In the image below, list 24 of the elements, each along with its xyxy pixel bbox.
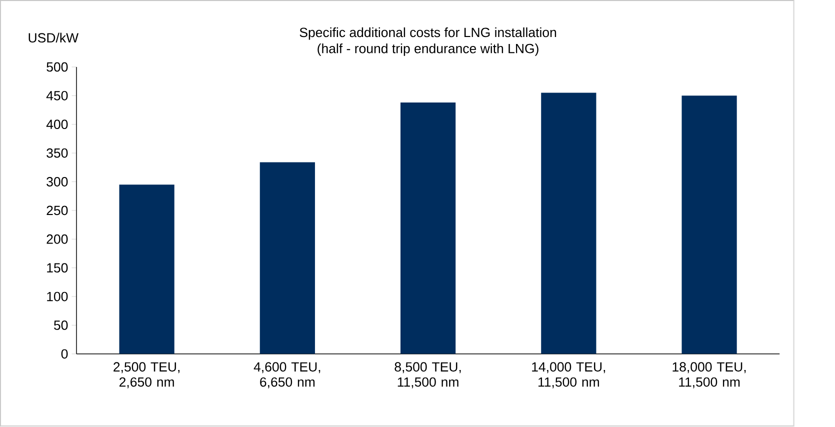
y-axis-title: USD/kW bbox=[28, 33, 79, 43]
chart-subtitle: (half - round trip endurance with LNG) bbox=[318, 44, 538, 56]
y-tick-label: 50 bbox=[54, 320, 68, 330]
y-tick-label: 150 bbox=[47, 263, 68, 273]
y-tick-label: 0 bbox=[61, 349, 68, 359]
y-tick-label: 500 bbox=[46, 62, 68, 72]
x-tick-label: 8,500 TEU, 11,500 nm bbox=[394, 362, 461, 388]
x-tick-label: 18,000 TEU, 11,500 nm bbox=[672, 362, 746, 388]
bar bbox=[541, 93, 596, 354]
y-tick-label: 200 bbox=[46, 234, 68, 244]
x-tick-label: 14,000 TEU, 11,500 nm bbox=[532, 362, 606, 388]
bar bbox=[260, 162, 315, 354]
y-tick-label: 100 bbox=[47, 292, 68, 302]
bar bbox=[682, 96, 737, 354]
chart-title: Specific additional costs for LNG installation bbox=[300, 28, 556, 40]
y-tick-label: 450 bbox=[46, 91, 68, 101]
x-tick-label: 2,500 TEU, 2,650 nm bbox=[114, 362, 180, 388]
bar bbox=[400, 102, 456, 354]
y-tick-label: 350 bbox=[46, 148, 68, 158]
y-tick-label: 250 bbox=[46, 206, 68, 216]
y-tick-label: 400 bbox=[46, 120, 68, 130]
bar bbox=[119, 184, 174, 354]
y-tick-label: 300 bbox=[46, 177, 68, 187]
x-tick-label: 4,600 TEU, 6,650 nm bbox=[254, 362, 320, 388]
